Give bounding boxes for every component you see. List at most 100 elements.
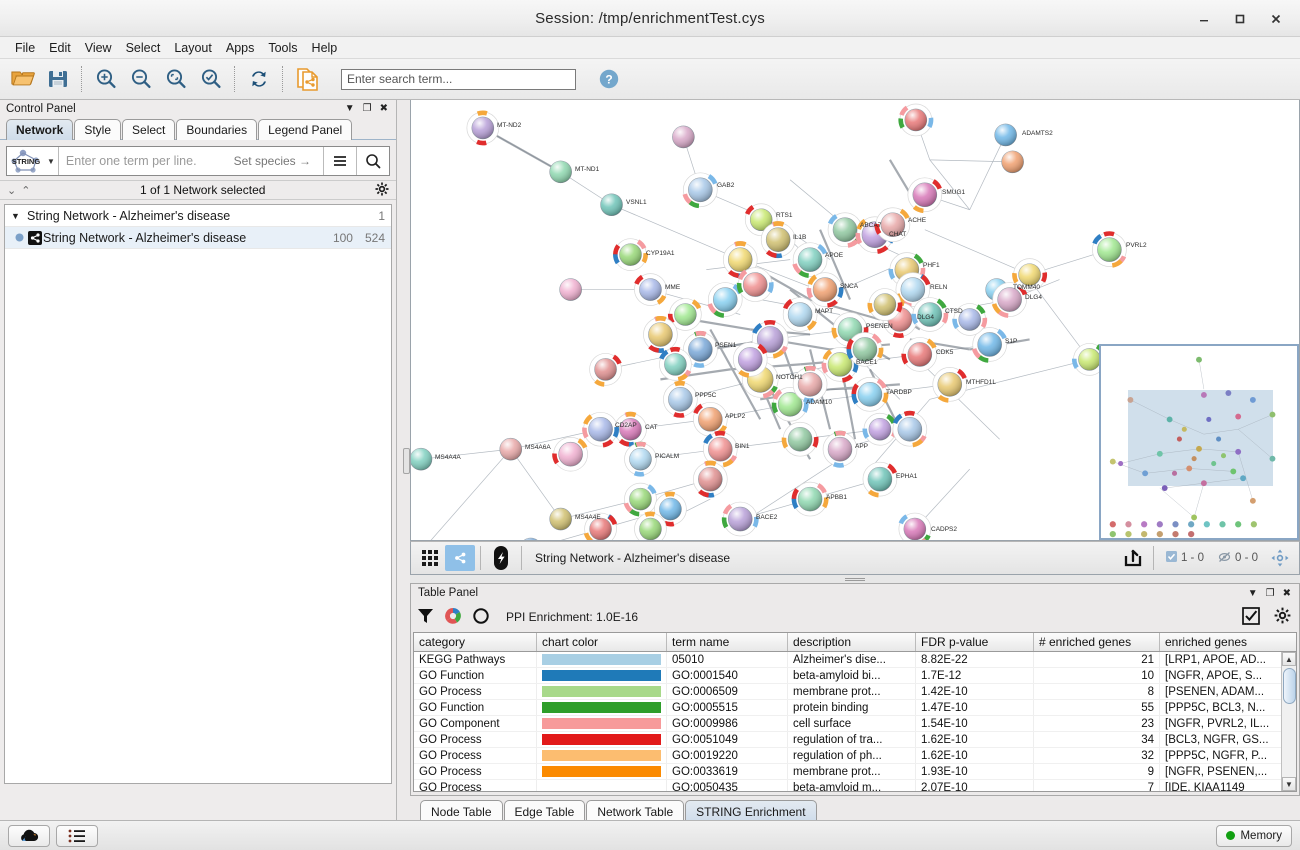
pan-tool-icon[interactable] [1265, 545, 1295, 571]
node-enrichment-arc [772, 349, 785, 359]
string-logo-icon[interactable]: STRING [7, 147, 47, 175]
network-graph[interactable] [411, 100, 1299, 540]
menu-edit[interactable]: Edit [49, 40, 71, 55]
zoom-out-icon[interactable] [124, 63, 157, 95]
table-row[interactable]: GO Component GO:0009986 cell surface 1.54E-… [414, 716, 1296, 732]
column-header-chart-color[interactable]: chart color [537, 633, 667, 651]
search-input[interactable]: Enter search term... [341, 68, 576, 90]
table-row[interactable]: GO Function GO:0001540 beta-amyloid bi... 1… [414, 668, 1296, 684]
magnifier-icon[interactable] [356, 147, 389, 175]
node-enrichment-arc [920, 274, 931, 286]
zoom-selected-icon[interactable] [159, 63, 192, 95]
node-enrichment-arc [705, 460, 717, 467]
table-float-icon[interactable]: ❐ [1265, 587, 1275, 599]
string-dropdown-icon[interactable]: ▼ [47, 156, 55, 166]
set-species-link[interactable]: Set species → [233, 154, 311, 168]
network-view[interactable]: MT-ND2 MT-ND1 VSNL1 GAB2 RTS1 ADAMTS2 SMUG1 PVR… [410, 100, 1300, 541]
tab-style[interactable]: Style [74, 119, 122, 140]
menu-view[interactable]: View [84, 40, 112, 55]
expand-all-icon[interactable]: ⌃ [21, 184, 31, 197]
node-label: APP [855, 443, 869, 450]
donut-chart-icon[interactable] [444, 607, 462, 628]
tree-twisty-icon[interactable]: ▼ [11, 210, 20, 221]
hamburger-icon[interactable] [323, 147, 356, 175]
network-tree-item[interactable]: String Network - Alzheimer's disease 100… [5, 227, 391, 249]
table-body[interactable]: KEGG Pathways 05010 Alzheimer's dise... 8.8… [414, 652, 1296, 791]
network-panel-splitter[interactable] [403, 448, 410, 474]
open-folder-icon[interactable] [6, 63, 39, 95]
node-enrichment-arc [826, 299, 838, 308]
menu-apps[interactable]: Apps [225, 40, 255, 55]
memory-indicator[interactable]: Memory [1216, 824, 1292, 847]
node-label: PSENEN [866, 323, 893, 330]
network-settings-gear-icon[interactable] [375, 182, 389, 199]
table-row[interactable]: KEGG Pathways 05010 Alzheimer's dise... 8.8… [414, 652, 1296, 668]
cloud-icon[interactable] [8, 824, 50, 847]
column-header-description[interactable]: description [788, 633, 916, 651]
column-header-enriched-count[interactable]: # enriched genes [1034, 633, 1160, 651]
horizontal-splitter[interactable] [410, 575, 1300, 583]
scroll-up-arrow-icon[interactable]: ▲ [1282, 652, 1296, 666]
node-enrichment-arc [669, 346, 681, 353]
panel-dropdown-icon[interactable]: ▼ [344, 103, 355, 114]
network-share-view-icon[interactable] [445, 545, 475, 571]
export-network-icon[interactable] [290, 63, 323, 95]
zoom-in-icon[interactable] [89, 63, 122, 95]
column-header-fdr-pvalue[interactable]: FDR p-value [916, 633, 1034, 651]
node-enrichment-arc [874, 223, 882, 235]
menu-file[interactable]: File [15, 40, 36, 55]
column-header-term-name[interactable]: term name [667, 633, 788, 651]
minimize-button[interactable] [1186, 4, 1222, 34]
window-title: Session: /tmp/enrichmentTest.cys [535, 9, 765, 27]
column-header-category[interactable]: category [414, 633, 537, 651]
table-row[interactable]: GO Process GO:0051049 regulation of tra...… [414, 732, 1296, 748]
tab-boundaries[interactable]: Boundaries [176, 119, 258, 140]
table-settings-gear-icon[interactable] [1274, 607, 1291, 627]
fit-network-icon[interactable] [194, 63, 227, 95]
grid-layout-icon[interactable] [415, 545, 445, 571]
circle-chart-icon[interactable] [472, 607, 490, 628]
filter-icon[interactable] [417, 607, 434, 628]
table-row[interactable]: GO Process GO:0019220 regulation of ph... 1… [414, 748, 1296, 764]
table-row[interactable]: GO Process GO:0050435 beta-amyloid m... 2.0… [414, 780, 1296, 791]
table-row[interactable]: GO Process GO:0006509 membrane prot... 1.42… [414, 684, 1296, 700]
annotation-tool-icon[interactable] [486, 545, 516, 571]
close-button[interactable] [1258, 4, 1294, 34]
save-icon[interactable] [41, 63, 74, 95]
tab-legend-panel[interactable]: Legend Panel [258, 119, 353, 140]
table-vertical-scrollbar[interactable]: ▲ ▼ [1281, 652, 1296, 791]
maximize-button[interactable] [1222, 4, 1258, 34]
string-term-input[interactable]: Enter one term per line. [65, 154, 197, 168]
menu-layout[interactable]: Layout [174, 40, 212, 55]
node-select-checkbox-icon[interactable] [1165, 551, 1177, 565]
node-enrichment-arc [663, 520, 675, 527]
collapse-all-icon[interactable]: ⌄ [7, 184, 17, 197]
table-row[interactable]: GO Process GO:0033619 membrane prot... 1.93… [414, 764, 1296, 780]
menu-tools[interactable]: Tools [268, 40, 298, 55]
help-icon[interactable]: ? [592, 63, 625, 95]
panel-float-icon[interactable]: ❐ [362, 103, 372, 114]
panel-close-icon[interactable]: ✖ [379, 103, 388, 114]
network-overview-panel[interactable] [1099, 344, 1299, 540]
node-gloss [619, 243, 642, 266]
overview-viewport-rect[interactable] [1128, 390, 1274, 487]
export-view-icon[interactable] [1118, 545, 1148, 571]
refresh-icon[interactable] [242, 63, 275, 95]
menu-select[interactable]: Select [125, 40, 161, 55]
scrollbar-thumb[interactable] [1283, 668, 1296, 704]
table-row[interactable]: GO Function GO:0005515 protein binding 1.47… [414, 700, 1296, 716]
table-dropdown-icon[interactable]: ▼ [1247, 587, 1258, 599]
select-all-checkbox-icon[interactable] [1242, 606, 1260, 628]
menu-help[interactable]: Help [311, 40, 338, 55]
list-icon[interactable] [56, 824, 98, 847]
table-close-icon[interactable]: ✖ [1282, 587, 1291, 599]
node-enrichment-arc [913, 253, 924, 265]
tab-select[interactable]: Select [122, 119, 176, 140]
node-label: BACE2 [756, 514, 778, 521]
scroll-down-arrow-icon[interactable]: ▼ [1282, 777, 1296, 791]
column-header-enriched-genes[interactable]: enriched genes [1165, 635, 1248, 649]
edge-hidden-icon[interactable] [1218, 551, 1231, 566]
network-tree-root[interactable]: ▼ String Network - Alzheimer's disease 1 [5, 205, 391, 227]
tab-network[interactable]: Network [6, 119, 74, 140]
enrichment-table[interactable]: category chart color term name descripti… [413, 632, 1297, 792]
